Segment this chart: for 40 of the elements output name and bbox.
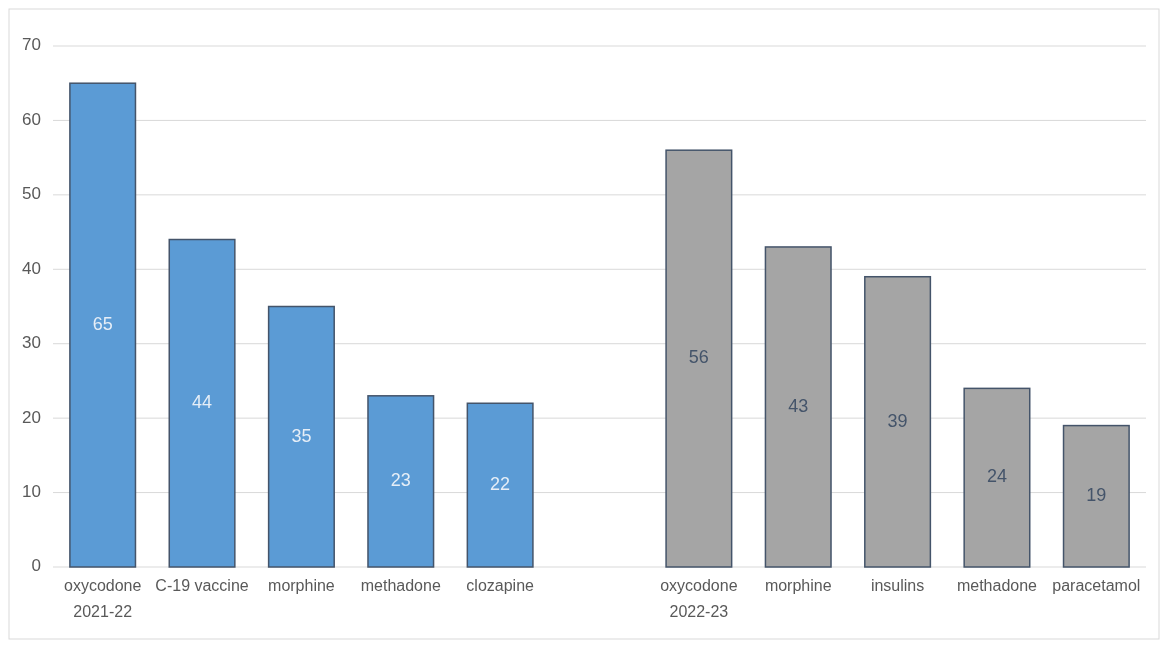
bar: [665, 149, 733, 568]
x-tick-label: oxycodone: [63, 577, 142, 594]
bar: [963, 387, 1031, 568]
data-label: 44: [192, 392, 213, 413]
bar: [168, 238, 236, 568]
data-label: 22: [490, 473, 511, 494]
bar: [367, 395, 435, 568]
bar: [267, 305, 335, 568]
data-label: 35: [291, 425, 312, 446]
bar: [864, 275, 932, 568]
x-tick-label: C-19 vaccine: [155, 577, 249, 594]
y-tick-label: 20: [22, 407, 41, 427]
bar: [764, 246, 832, 568]
y-tick-label: 0: [31, 556, 41, 576]
data-label: 56: [688, 347, 709, 368]
y-tick-label: 70: [22, 35, 41, 55]
x-tick-label: oxycodone: [660, 577, 738, 594]
bar: [69, 82, 137, 568]
data-label: 23: [390, 470, 411, 491]
x-tick-label: clozapine: [466, 577, 535, 594]
x-tick-label: morphine: [268, 577, 335, 594]
bar: [1062, 424, 1130, 568]
y-tick-label: 50: [22, 184, 41, 204]
data-label: 39: [887, 410, 908, 431]
text: 2021-22: [73, 603, 133, 620]
y-tick-label: 60: [22, 109, 41, 129]
data-label: 65: [92, 313, 113, 334]
y-tick-label: 10: [22, 482, 41, 502]
x-tick-label: methadone: [360, 577, 441, 594]
x-tick-label: methadone: [956, 577, 1038, 594]
x-tick-label: morphine: [764, 577, 832, 594]
data-label: 24: [986, 466, 1007, 487]
data-label: 43: [788, 395, 809, 416]
data-label: 19: [1086, 485, 1107, 506]
y-tick-label: 40: [22, 258, 41, 278]
x-tick-label: paracetamol: [1052, 577, 1141, 594]
y-tick-label: 30: [22, 333, 41, 353]
text: 2022-23: [669, 603, 729, 620]
bar: [466, 402, 534, 568]
x-tick-label: insulins: [870, 577, 925, 594]
